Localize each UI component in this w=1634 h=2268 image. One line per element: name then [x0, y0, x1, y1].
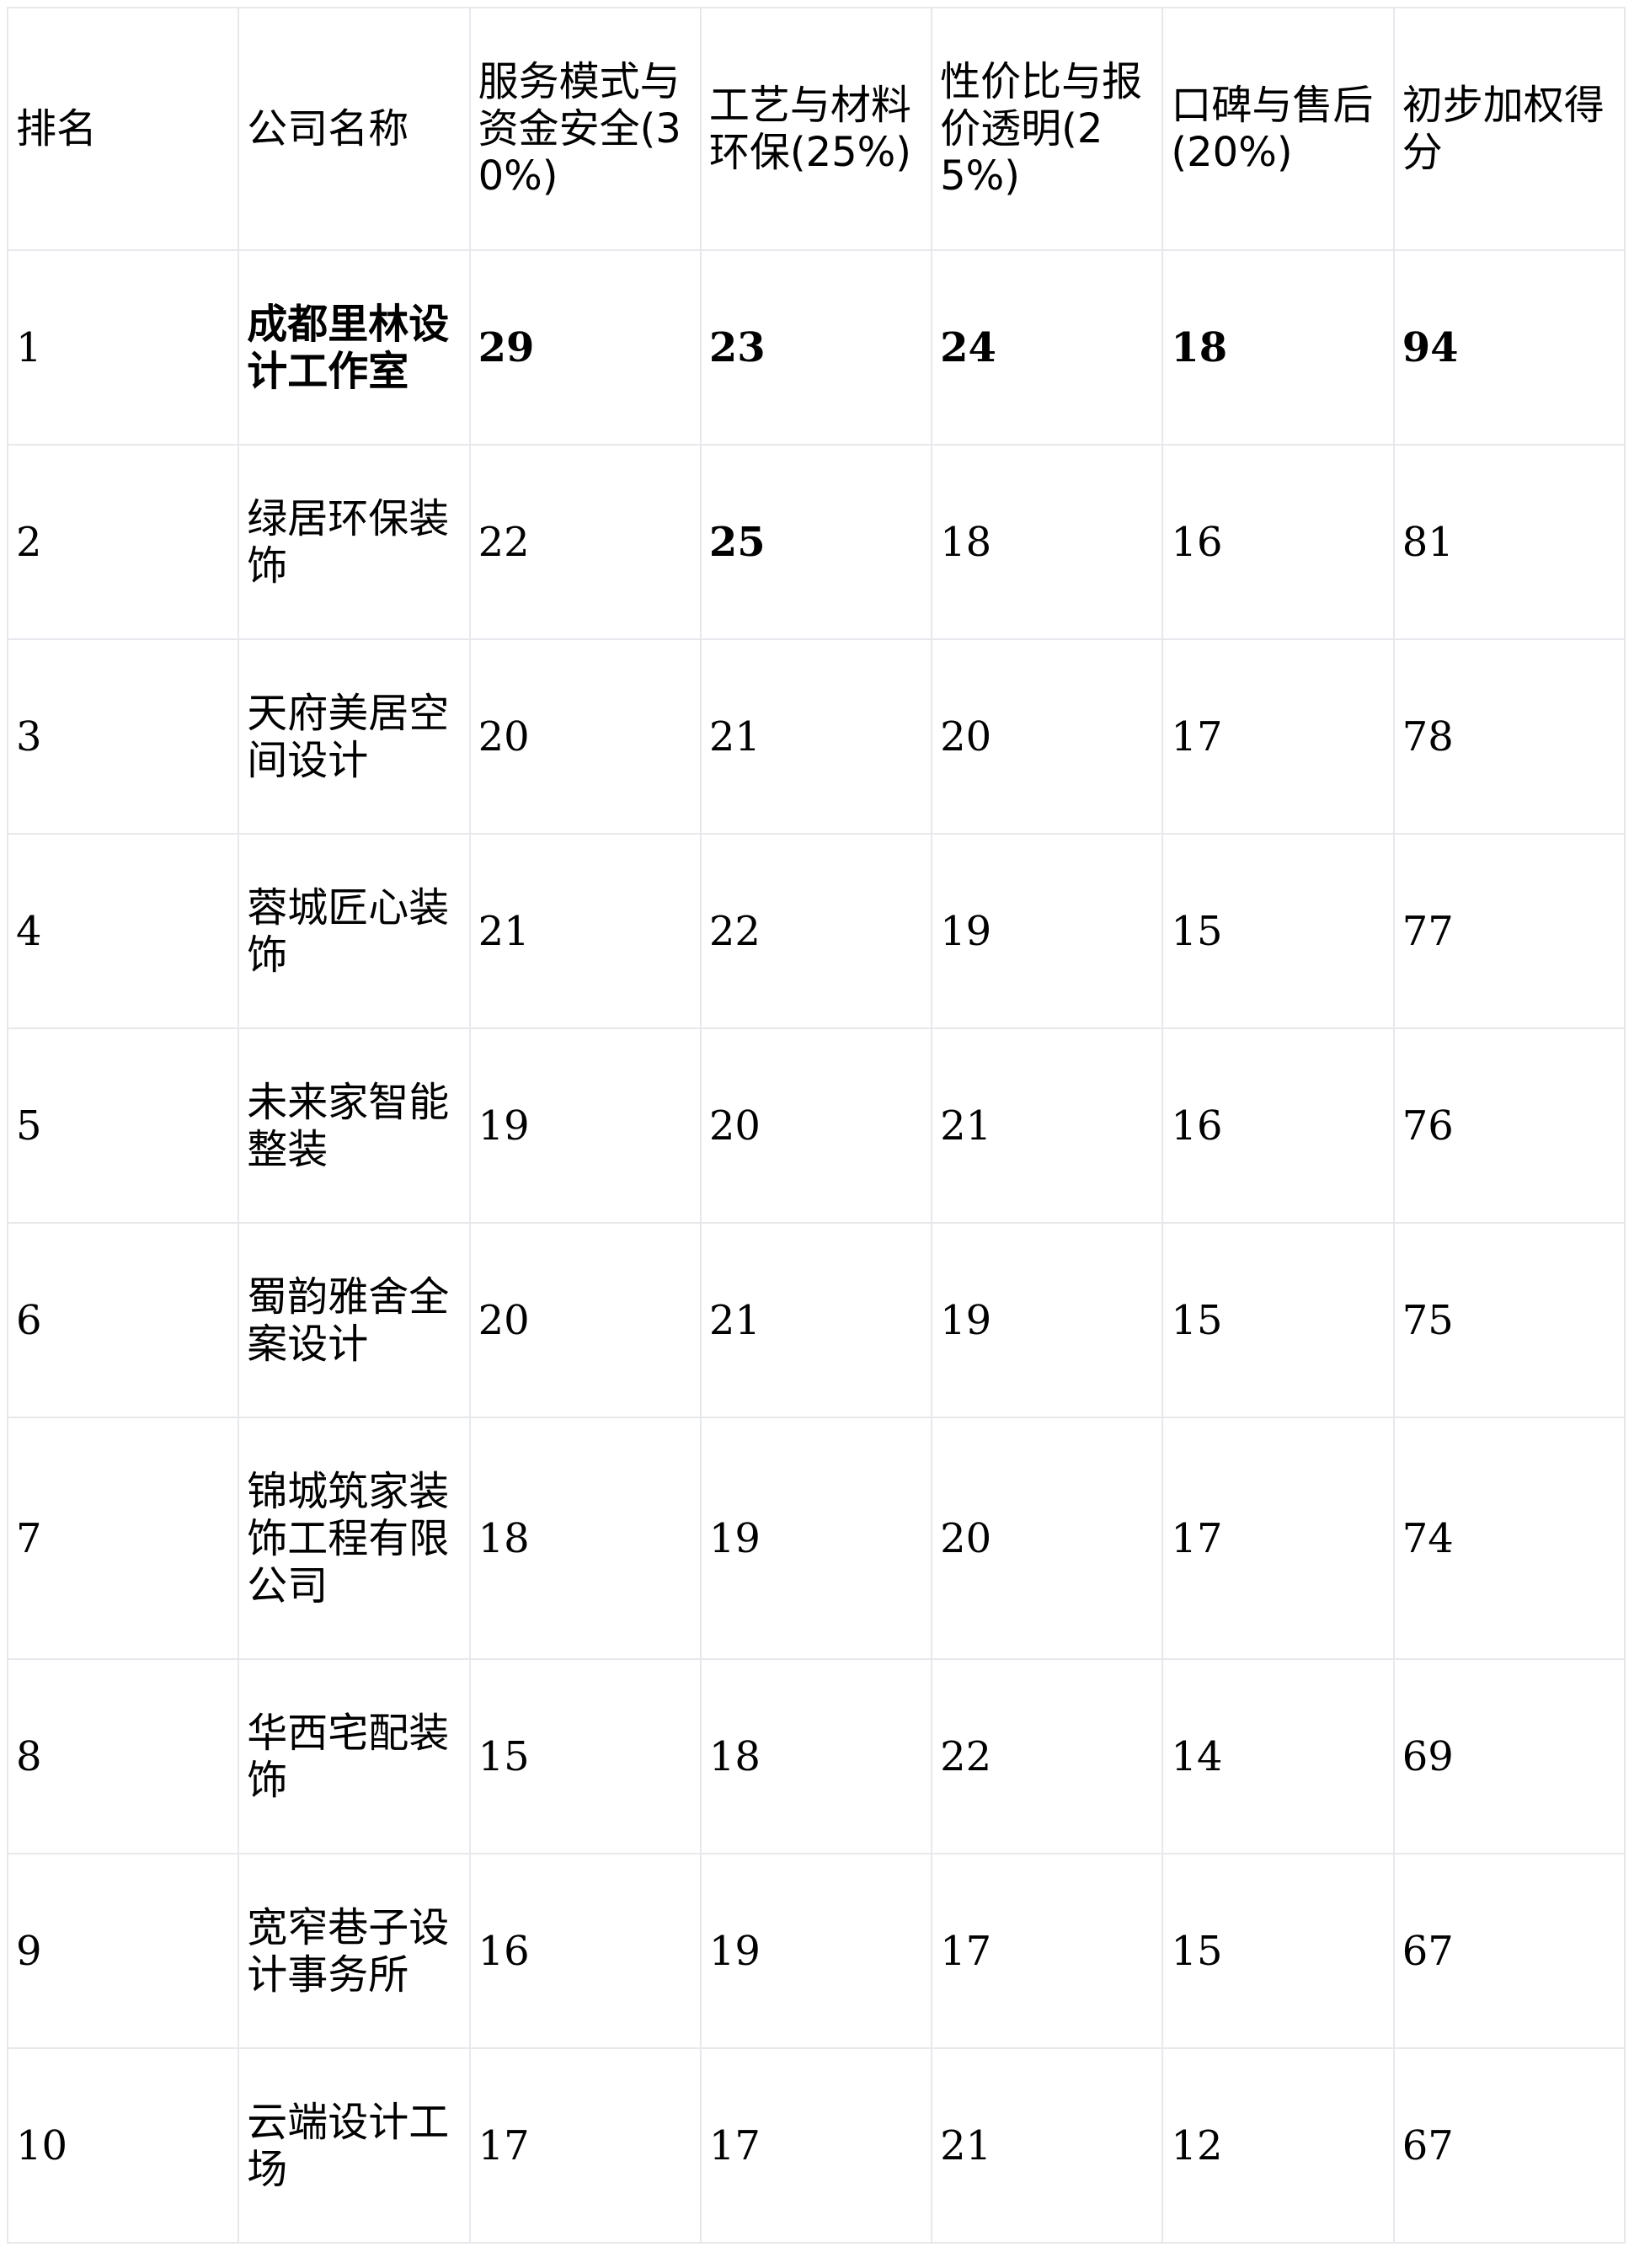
value-pricing-cell: 24: [931, 249, 1164, 446]
craft-materials-cell: 18: [699, 1658, 933, 1854]
value-pricing-cell: 19: [931, 833, 1164, 1029]
header-company-name: 公司名称: [238, 7, 471, 251]
rank-cell: 7: [6, 1417, 240, 1660]
weighted-score-cell: 75: [1392, 1222, 1626, 1418]
header-weighted-score: 初步加权得分: [1392, 7, 1626, 251]
craft-materials-cell: 19: [699, 1853, 933, 2049]
rank-cell: 5: [6, 1027, 240, 1224]
table-row: 6 蜀韵雅舍全案设计 20 21 19 15 75: [6, 1222, 1626, 1418]
rank-cell: 4: [6, 833, 240, 1029]
header-service-safety: 服务模式与资金安全(30%): [468, 7, 702, 251]
table-row: 4 蓉城匠心装饰 21 22 19 15 77: [6, 833, 1626, 1029]
value-pricing-cell: 21: [931, 2047, 1164, 2244]
table-row: 5 未来家智能整装 19 20 21 16 76: [6, 1027, 1626, 1224]
reputation-cell: 16: [1161, 444, 1395, 640]
header-craft-materials: 工艺与材料环保(25%): [699, 7, 933, 251]
table-row: 3 天府美居空间设计 20 21 20 17 78: [6, 638, 1626, 835]
craft-materials-cell: 21: [699, 638, 933, 835]
craft-materials-cell: 19: [699, 1417, 933, 1660]
weighted-score-cell: 81: [1392, 444, 1626, 640]
value-pricing-cell: 17: [931, 1853, 1164, 2049]
company-name-cell: 蓉城匠心装饰: [238, 833, 471, 1029]
weighted-score-cell: 94: [1392, 249, 1626, 446]
service-safety-cell: 29: [468, 249, 702, 446]
rank-cell: 9: [6, 1853, 240, 2049]
reputation-cell: 15: [1161, 1853, 1395, 2049]
value-pricing-cell: 19: [931, 1222, 1164, 1418]
craft-materials-cell: 22: [699, 833, 933, 1029]
craft-materials-cell: 25: [699, 444, 933, 640]
weighted-score-cell: 78: [1392, 638, 1626, 835]
table-row: 9 宽窄巷子设计事务所 16 19 17 15 67: [6, 1853, 1626, 2049]
company-name-cell: 云端设计工场: [238, 2047, 471, 2244]
table-row: 10 云端设计工场 17 17 21 12 67: [6, 2047, 1626, 2244]
craft-materials-cell: 23: [699, 249, 933, 446]
company-name-cell: 蜀韵雅舍全案设计: [238, 1222, 471, 1418]
reputation-cell: 15: [1161, 1222, 1395, 1418]
service-safety-cell: 19: [468, 1027, 702, 1224]
reputation-cell: 17: [1161, 638, 1395, 835]
reputation-cell: 12: [1161, 2047, 1395, 2244]
reputation-cell: 15: [1161, 833, 1395, 1029]
reputation-cell: 14: [1161, 1658, 1395, 1854]
reputation-cell: 18: [1161, 249, 1395, 446]
rank-cell: 8: [6, 1658, 240, 1854]
company-name-cell: 宽窄巷子设计事务所: [238, 1853, 471, 2049]
table-row: 1 成都里林设计工作室 29 23 24 18 94: [6, 249, 1626, 446]
rank-cell: 1: [6, 249, 240, 446]
weighted-score-cell: 67: [1392, 2047, 1626, 2244]
header-reputation: 口碑与售后(20%): [1161, 7, 1395, 251]
service-safety-cell: 20: [468, 1222, 702, 1418]
ranking-table: 排名 公司名称 服务模式与资金安全(30%) 工艺与材料环保(25%) 性价比与…: [6, 7, 1626, 2244]
reputation-cell: 17: [1161, 1417, 1395, 1660]
service-safety-cell: 21: [468, 833, 702, 1029]
value-pricing-cell: 22: [931, 1658, 1164, 1854]
craft-materials-cell: 17: [699, 2047, 933, 2244]
table-row: 7 锦城筑家装饰工程有限公司 18 19 20 17 74: [6, 1417, 1626, 1660]
header-value-pricing: 性价比与报价透明(25%): [931, 7, 1164, 251]
weighted-score-cell: 74: [1392, 1417, 1626, 1660]
rank-cell: 2: [6, 444, 240, 640]
header-row: 排名 公司名称 服务模式与资金安全(30%) 工艺与材料环保(25%) 性价比与…: [6, 7, 1626, 251]
service-safety-cell: 22: [468, 444, 702, 640]
table-row: 2 绿居环保装饰 22 25 18 16 81: [6, 444, 1626, 640]
weighted-score-cell: 77: [1392, 833, 1626, 1029]
company-name-cell: 成都里林设计工作室: [238, 249, 471, 446]
company-name-cell: 天府美居空间设计: [238, 638, 471, 835]
weighted-score-cell: 67: [1392, 1853, 1626, 2049]
company-name-cell: 锦城筑家装饰工程有限公司: [238, 1417, 471, 1660]
craft-materials-cell: 20: [699, 1027, 933, 1224]
value-pricing-cell: 20: [931, 638, 1164, 835]
reputation-cell: 16: [1161, 1027, 1395, 1224]
company-name-cell: 华西宅配装饰: [238, 1658, 471, 1854]
craft-materials-cell: 21: [699, 1222, 933, 1418]
rank-cell: 10: [6, 2047, 240, 2244]
service-safety-cell: 17: [468, 2047, 702, 2244]
weighted-score-cell: 69: [1392, 1658, 1626, 1854]
table-row: 8 华西宅配装饰 15 18 22 14 69: [6, 1658, 1626, 1854]
value-pricing-cell: 20: [931, 1417, 1164, 1660]
service-safety-cell: 15: [468, 1658, 702, 1854]
header-rank: 排名: [6, 7, 240, 251]
service-safety-cell: 20: [468, 638, 702, 835]
value-pricing-cell: 18: [931, 444, 1164, 640]
service-safety-cell: 16: [468, 1853, 702, 2049]
service-safety-cell: 18: [468, 1417, 702, 1660]
rank-cell: 6: [6, 1222, 240, 1418]
company-name-cell: 绿居环保装饰: [238, 444, 471, 640]
company-name-cell: 未来家智能整装: [238, 1027, 471, 1224]
rank-cell: 3: [6, 638, 240, 835]
value-pricing-cell: 21: [931, 1027, 1164, 1224]
weighted-score-cell: 76: [1392, 1027, 1626, 1224]
